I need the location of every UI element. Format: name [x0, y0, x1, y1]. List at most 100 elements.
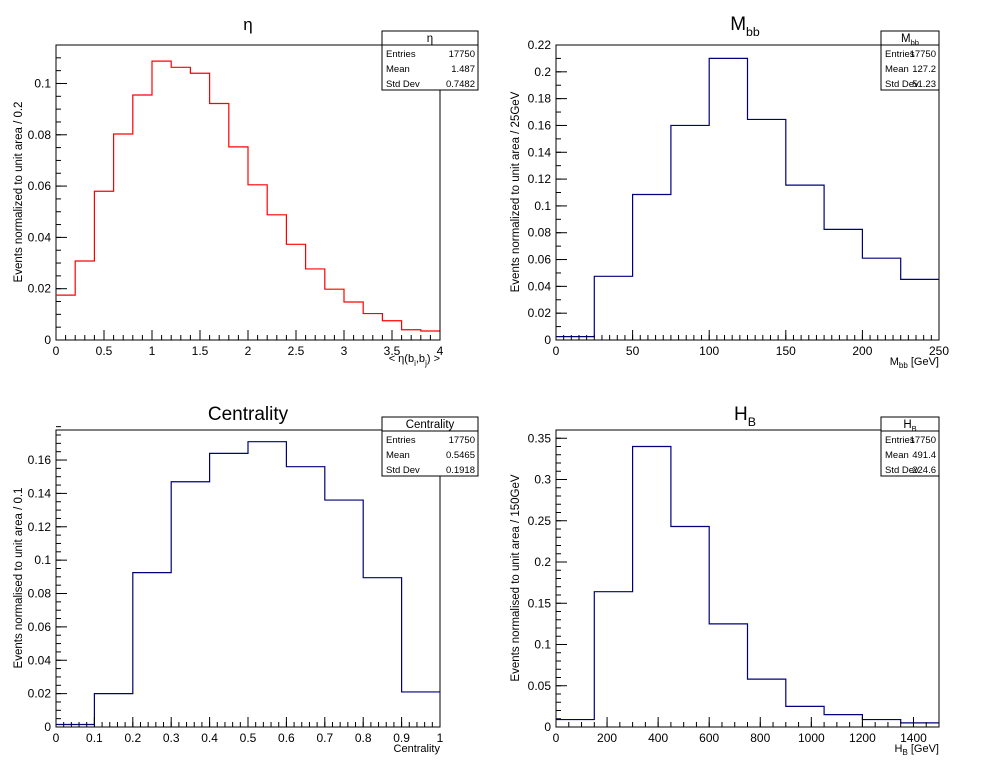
histogram-bin [748, 119, 786, 340]
x-tick-label: 0.3 [163, 731, 180, 745]
stats-label: Mean [885, 64, 909, 75]
chart-title: Mbb [730, 14, 760, 39]
x-tick-label: 0.8 [355, 731, 372, 745]
stats-box: η Entries 17750 Mean 1.487 Std Dev 0.7482 [382, 31, 478, 90]
histogram-bin [210, 453, 248, 727]
histogram-bin [709, 58, 747, 340]
y-tick-label: 0.18 [528, 92, 552, 106]
x-tick-label: 600 [699, 731, 719, 745]
stats-value: 17750 [910, 49, 936, 60]
histogram-bin [748, 679, 786, 727]
x-axis-label: < η(bi,bj) > [389, 353, 440, 368]
stats-label: Std Dev [386, 79, 420, 90]
y-tick-label: 0.08 [28, 587, 52, 601]
histogram-bin [133, 95, 152, 340]
histogram-panel: 0 50 100 150 200 25000.020.040.060.080.10.120… [510, 14, 949, 370]
x-tick-label: 50 [626, 344, 640, 358]
y-tick-label: 0.14 [528, 145, 552, 159]
y-tick-label: 0.04 [28, 653, 52, 667]
y-tick-label: 0.22 [528, 38, 552, 52]
histogram-bin [363, 578, 401, 727]
stats-box: CentralityEntries 17750Mean 0.5465Std Dev 0… [382, 417, 478, 476]
y-tick-label: 0.1 [534, 199, 551, 213]
chart-title: Centrality [208, 404, 289, 425]
y-tick-label: 0.14 [28, 486, 52, 500]
histogram-bin [248, 442, 286, 727]
stats-label: Mean [386, 64, 410, 75]
y-tick-label: 0.04 [528, 279, 552, 293]
y-tick-label: 0.2 [534, 555, 551, 569]
x-tick-label: 0.5 [240, 731, 257, 745]
y-tick-label: 0.2 [534, 65, 551, 79]
y-tick-label: 0.02 [28, 687, 52, 701]
y-axis-label: Events normalised to unit area / 150GeV [510, 474, 522, 681]
x-tick-label: 200 [852, 344, 872, 358]
y-tick-label: 0.12 [28, 520, 52, 534]
x-tick-label: 800 [750, 731, 770, 745]
stats-box: MbbEntries17750Mean 127.2Std Dev51.23 [881, 31, 939, 90]
y-tick-label: 0.35 [528, 431, 552, 445]
stats-label: Mean [386, 450, 410, 461]
histogram-bin [786, 706, 824, 727]
stats-value: 17750 [449, 49, 475, 60]
histogram-bin [94, 191, 113, 340]
y-tick-label: 0.1 [34, 553, 51, 567]
x-tick-label: 0 [553, 731, 560, 745]
x-tick-label: 0.6 [278, 731, 295, 745]
histogram-bin [286, 467, 324, 727]
stats-value: 0.1918 [446, 465, 475, 476]
x-tick-label: 0.4 [201, 731, 218, 745]
y-tick-label: 0.15 [528, 596, 552, 610]
x-tick-label: 0 [53, 344, 60, 358]
y-tick-label: 0.16 [528, 118, 552, 132]
histogram-bin [229, 147, 248, 340]
x-tick-label: 2 [245, 344, 252, 358]
x-tick-label: 0.1 [86, 731, 103, 745]
chart-title: HB [734, 404, 756, 429]
histogram-bin [556, 720, 594, 727]
y-tick-label: 0 [44, 333, 51, 347]
histogram-bin [709, 624, 747, 727]
y-tick-label: 0 [544, 333, 551, 347]
histogram-bin [94, 694, 132, 727]
histogram-bin [75, 261, 94, 340]
histogram-bin [344, 302, 363, 340]
x-tick-label: 150 [776, 344, 796, 358]
histogram-bin [594, 276, 632, 340]
y-axis-label: Events normalized to unit area / 0.2 [13, 102, 25, 283]
x-tick-label: 0.2 [124, 731, 141, 745]
x-tick-label: 0.5 [96, 344, 113, 358]
histogram-bin [286, 244, 305, 340]
histogram-panel: 0 0.5 1 1.5 2 2.5 3 3.5 4 0 0.02 0.04 0.06 0.08 0.1 Eve… [13, 15, 478, 368]
histogram-panel: 0 0.1 0.2 0.3 0.4 0.5 0.6 0.7 0.8 0.9 1 0 0.02 0.04 0.… [13, 404, 478, 755]
y-tick-label: 0.16 [28, 453, 52, 467]
stats-value: 491.4 [912, 450, 936, 461]
histogram-bin [556, 337, 594, 340]
histogram-bin [152, 61, 171, 340]
y-tick-label: 0 [44, 720, 51, 734]
stats-label: Mean [885, 450, 909, 461]
stats-value: 51.23 [912, 79, 936, 90]
y-tick-label: 0.06 [28, 179, 52, 193]
histogram-bin [114, 134, 133, 340]
stats-value: 127.2 [912, 64, 936, 75]
histogram-bin [248, 185, 267, 340]
histogram-bin [633, 195, 671, 340]
histogram-bin [633, 447, 671, 728]
y-tick-label: 0 [544, 720, 551, 734]
x-tick-label: 1200 [849, 731, 876, 745]
stats-value: 224.6 [912, 465, 936, 476]
histogram-bin [862, 258, 900, 340]
y-axis-label: Events normalized to unit area / 25GeV [510, 91, 522, 292]
histogram-bin [671, 125, 709, 340]
y-tick-label: 0.08 [28, 128, 52, 142]
y-tick-label: 0.25 [528, 514, 552, 528]
chart-title: η [243, 15, 252, 34]
x-tick-label: 1000 [798, 731, 825, 745]
histogram-bin [901, 723, 939, 727]
stats-value: 17750 [910, 435, 936, 446]
x-tick-label: 1.5 [192, 344, 209, 358]
y-axis-label: Events normalised to unit area / 0.1 [13, 488, 25, 669]
